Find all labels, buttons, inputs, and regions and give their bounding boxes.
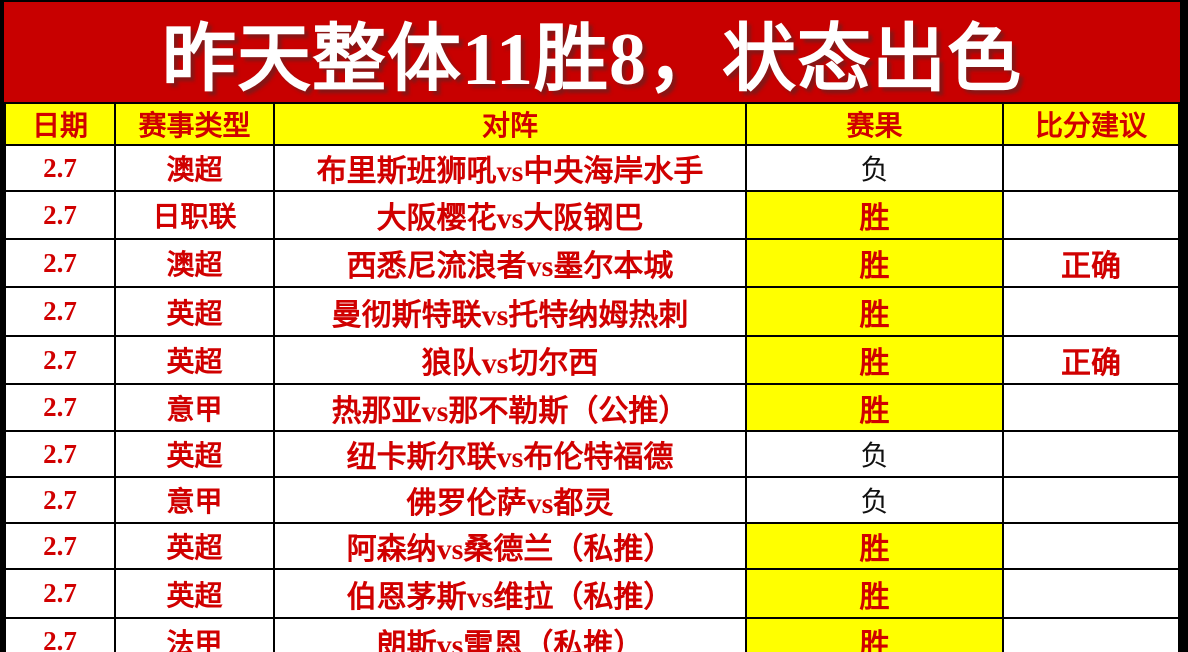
- league-cell: 日职联: [114, 190, 275, 240]
- date-cell: 2.7: [4, 430, 116, 478]
- league-cell: 英超: [114, 286, 275, 337]
- table-row: 2.7 澳超 西悉尼流浪者vs墨尔本城胜正确: [4, 238, 1180, 288]
- table-row: 2.7 英超 纽卡斯尔联vs布伦特福德负: [4, 430, 1180, 478]
- table-row: 2.7 英超 曼彻斯特联vs托特纳姆热刺胜: [4, 286, 1180, 337]
- result-cell: 负: [745, 430, 1004, 478]
- match-cell: 朗斯vs雷恩（私推）: [273, 617, 747, 652]
- league-cell: 澳超: [114, 144, 275, 192]
- date-cell: 2.7: [4, 568, 116, 619]
- result-cell: 胜: [745, 286, 1004, 337]
- advice-cell: [1002, 286, 1180, 337]
- result-cell: 胜: [745, 568, 1004, 619]
- table-row: 2.7 意甲 佛罗伦萨vs都灵负: [4, 476, 1180, 524]
- table-row: 2.7 澳超 布里斯班狮吼vs中央海岸水手负: [4, 144, 1180, 192]
- date-cell: 2.7: [4, 335, 116, 385]
- match-cell: 阿森纳vs桑德兰（私推）: [273, 522, 747, 570]
- col-header-advice: 比分建议: [1002, 102, 1180, 146]
- league-cell: 英超: [114, 430, 275, 478]
- table-row: 2.7 英超 狼队vs切尔西胜正确: [4, 335, 1180, 385]
- title-banner: 昨天整体11胜8，状态出色: [4, 2, 1180, 102]
- table-row: 2.7 日职联 大阪樱花vs大阪钢巴胜: [4, 190, 1180, 240]
- result-cell: 胜: [745, 617, 1004, 652]
- advice-cell: [1002, 476, 1180, 524]
- date-cell: 2.7: [4, 190, 116, 240]
- match-cell: 佛罗伦萨vs都灵: [273, 476, 747, 524]
- date-cell: 2.7: [4, 522, 116, 570]
- match-cell: 热那亚vs那不勒斯（公推）: [273, 383, 747, 432]
- league-cell: 英超: [114, 568, 275, 619]
- advice-cell: 正确: [1002, 238, 1180, 288]
- result-cell: 胜: [745, 190, 1004, 240]
- col-header-result: 赛果: [745, 102, 1004, 146]
- col-header-league: 赛事类型: [114, 102, 275, 146]
- table-row: 2.7 法甲 朗斯vs雷恩（私推）胜: [4, 617, 1180, 652]
- advice-cell: 正确: [1002, 335, 1180, 385]
- advice-cell: [1002, 522, 1180, 570]
- results-table: 日期 赛事类型 对阵 赛果 比分建议 2.7 澳超 布里斯班狮吼vs中央海岸水手负 2…: [4, 102, 1180, 652]
- date-cell: 2.7: [4, 144, 116, 192]
- advice-cell: [1002, 383, 1180, 432]
- advice-cell: [1002, 190, 1180, 240]
- match-cell: 大阪樱花vs大阪钢巴: [273, 190, 747, 240]
- result-cell: 负: [745, 476, 1004, 524]
- result-cell: 负: [745, 144, 1004, 192]
- result-cell: 胜: [745, 238, 1004, 288]
- league-cell: 法甲: [114, 617, 275, 652]
- match-cell: 曼彻斯特联vs托特纳姆热刺: [273, 286, 747, 337]
- league-cell: 意甲: [114, 476, 275, 524]
- table-row: 2.7 意甲 热那亚vs那不勒斯（公推）胜: [4, 383, 1180, 432]
- page-title: 昨天整体11胜8，状态出色: [162, 18, 1022, 101]
- league-cell: 澳超: [114, 238, 275, 288]
- match-cell: 纽卡斯尔联vs布伦特福德: [273, 430, 747, 478]
- match-cell: 西悉尼流浪者vs墨尔本城: [273, 238, 747, 288]
- header-row: 日期 赛事类型 对阵 赛果 比分建议: [4, 102, 1180, 146]
- league-cell: 英超: [114, 335, 275, 385]
- result-cell: 胜: [745, 522, 1004, 570]
- advice-cell: [1002, 144, 1180, 192]
- date-cell: 2.7: [4, 238, 116, 288]
- date-cell: 2.7: [4, 286, 116, 337]
- table-row: 2.7 英超 伯恩茅斯vs维拉（私推）胜: [4, 568, 1180, 619]
- match-cell: 布里斯班狮吼vs中央海岸水手: [273, 144, 747, 192]
- advice-cell: [1002, 568, 1180, 619]
- col-header-date: 日期: [4, 102, 116, 146]
- advice-cell: [1002, 430, 1180, 478]
- match-cell: 伯恩茅斯vs维拉（私推）: [273, 568, 747, 619]
- match-cell: 狼队vs切尔西: [273, 335, 747, 385]
- advice-cell: [1002, 617, 1180, 652]
- date-cell: 2.7: [4, 476, 116, 524]
- table-row: 2.7 英超 阿森纳vs桑德兰（私推）胜: [4, 522, 1180, 570]
- col-header-match: 对阵: [273, 102, 747, 146]
- date-cell: 2.7: [4, 617, 116, 652]
- date-cell: 2.7: [4, 383, 116, 432]
- league-cell: 意甲: [114, 383, 275, 432]
- results-body: 2.7 澳超 布里斯班狮吼vs中央海岸水手负 2.7 日职联 大阪樱花vs大阪钢巴胜 2.7…: [4, 144, 1180, 652]
- league-cell: 英超: [114, 522, 275, 570]
- result-cell: 胜: [745, 335, 1004, 385]
- result-cell: 胜: [745, 383, 1004, 432]
